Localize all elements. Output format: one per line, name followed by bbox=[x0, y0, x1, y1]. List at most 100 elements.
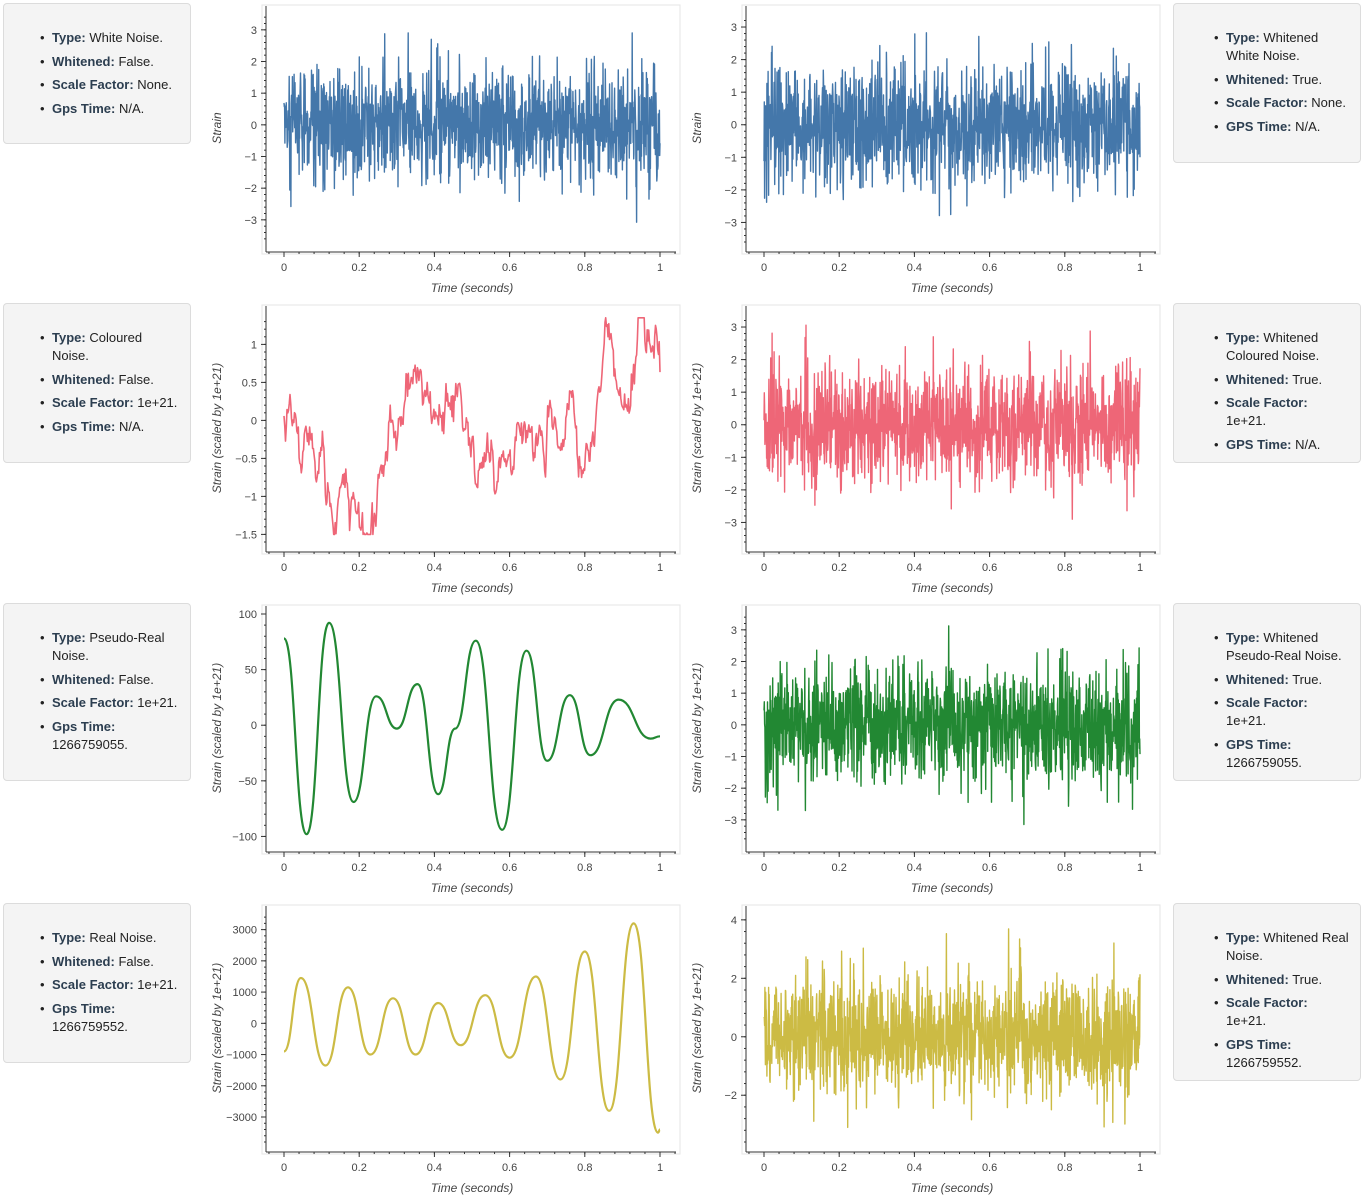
info-scale-factor: Scale Factor: 1e+21. bbox=[1214, 994, 1350, 1030]
info-scale-factor: Scale Factor: 1e+21. bbox=[1214, 394, 1350, 430]
series-line bbox=[763, 928, 1141, 1129]
info-card-coloured-noise: Type: Coloured Noise. Whitened: False. S… bbox=[3, 303, 191, 463]
chart-svg: −1.5 −1 −0.5 0 0.5 1 0 0.2 0.4 0.6 0.8 1 Time (secon… bbox=[210, 304, 681, 595]
y-tick-label: −50 bbox=[238, 776, 257, 788]
y-tick-label: −2 bbox=[724, 485, 737, 497]
series-line bbox=[283, 32, 661, 223]
plot-whitened-real-noise: −2 0 2 4 0 0.2 0.4 0.6 0.8 1 Time (seconds) Strain … bbox=[680, 900, 1170, 1200]
chart-svg: −3 −2 −1 0 1 2 3 0 0.2 0.4 0.6 0.8 1 Time (seconds) St… bbox=[690, 304, 1161, 595]
chart-svg: −3 −2 −1 0 1 2 3 0 0.2 0.4 0.6 0.8 1 Time (seconds) St… bbox=[210, 4, 681, 295]
x-tick-label: 0.4 bbox=[907, 862, 922, 874]
x-tick-label: 0 bbox=[761, 262, 767, 274]
chart-svg: −3000 −2000 −1000 0 1000 2000 3000 0 0.2 0.4 0.6 0.… bbox=[210, 904, 681, 1195]
info-card-whitened-real-noise: Type: Whitened Real Noise. Whitened: Tru… bbox=[1173, 903, 1361, 1081]
x-axis-title: Time (seconds) bbox=[431, 1181, 514, 1195]
info-type: Type: Whitened Real Noise. bbox=[1214, 929, 1350, 965]
info-scale-factor: Scale Factor: 1e+21. bbox=[1214, 694, 1350, 730]
x-axis-title: Time (seconds) bbox=[431, 881, 514, 895]
x-tick-label: 0.6 bbox=[502, 262, 517, 274]
x-tick-label: 0.8 bbox=[1057, 262, 1072, 274]
x-tick-label: 1 bbox=[657, 562, 663, 574]
y-tick-label: 100 bbox=[239, 609, 257, 621]
plot-frame bbox=[261, 304, 681, 555]
y-tick-label: −2 bbox=[724, 185, 737, 197]
info-card-whitened-coloured-noise: Type: Whitened Coloured Noise. Whitened:… bbox=[1173, 303, 1361, 463]
y-tick-label: −2000 bbox=[226, 1081, 257, 1093]
x-tick-label: 0.2 bbox=[352, 862, 367, 874]
info-card-white-noise: Type: White Noise. Whitened: False. Scal… bbox=[3, 3, 191, 144]
y-tick-label: −2 bbox=[244, 183, 257, 195]
y-tick-label: −2 bbox=[724, 783, 737, 795]
y-tick-label: 0 bbox=[251, 1018, 257, 1030]
y-tick-label: −1 bbox=[724, 152, 737, 164]
x-axis-title: Time (seconds) bbox=[911, 281, 994, 295]
x-tick-label: 0.6 bbox=[502, 1162, 517, 1174]
y-tick-label: −3000 bbox=[226, 1112, 257, 1124]
x-tick-label: 0.6 bbox=[982, 562, 997, 574]
y-tick-label: 2 bbox=[731, 55, 737, 67]
info-scale-factor: Scale Factor: 1e+21. bbox=[40, 394, 180, 412]
series-line bbox=[282, 922, 661, 1134]
plot-coloured-noise: −1.5 −1 −0.5 0 0.5 1 0 0.2 0.4 0.6 0.8 1 Time (secon… bbox=[200, 300, 690, 600]
info-whitened: Whitened: True. bbox=[1214, 671, 1350, 689]
plot-whitened-coloured-noise: −3 −2 −1 0 1 2 3 0 0.2 0.4 0.6 0.8 1 Time (seconds) St… bbox=[680, 300, 1170, 600]
plot-white-noise: −3 −2 −1 0 1 2 3 0 0.2 0.4 0.6 0.8 1 Time (seconds) St… bbox=[200, 0, 690, 300]
y-axis-title: Strain (scaled by 1e+21) bbox=[210, 963, 224, 1093]
series-line bbox=[763, 625, 1141, 826]
info-type: Type: White Noise. bbox=[40, 29, 180, 47]
x-tick-label: 0.4 bbox=[427, 562, 442, 574]
info-gps-time: GPS Time: N/A. bbox=[1214, 118, 1350, 136]
x-axis-title: Time (seconds) bbox=[431, 281, 514, 295]
y-tick-label: −1 bbox=[724, 752, 737, 764]
x-tick-label: 1 bbox=[657, 1162, 663, 1174]
y-tick-label: −2 bbox=[724, 1090, 737, 1102]
info-gps-time: Gps Time: 1266759055. bbox=[40, 718, 180, 754]
x-tick-label: 0.2 bbox=[832, 862, 847, 874]
plot-pseudo-real-noise: −100 −50 0 50 100 0 0.2 0.4 0.6 0.8 1 Time (seconds… bbox=[200, 600, 690, 900]
x-tick-label: 1 bbox=[1137, 262, 1143, 274]
plot-frame bbox=[741, 604, 1161, 855]
y-tick-label: 1 bbox=[731, 387, 737, 399]
info-type: Type: Whitened Pseudo-Real Noise. bbox=[1214, 629, 1350, 665]
x-tick-label: 0.2 bbox=[352, 1162, 367, 1174]
info-whitened: Whitened: False. bbox=[40, 671, 180, 689]
y-tick-label: 0 bbox=[251, 720, 257, 732]
y-tick-label: 3 bbox=[731, 625, 737, 637]
info-type: Type: Whitened Coloured Noise. bbox=[1214, 329, 1350, 365]
info-gps-time: Gps Time: 1266759552. bbox=[40, 1000, 180, 1036]
y-tick-label: −100 bbox=[232, 831, 257, 843]
plot-whitened-pseudo-real-noise: −3 −2 −1 0 1 2 3 0 0.2 0.4 0.6 0.8 1 Time (seconds) St… bbox=[680, 600, 1170, 900]
x-tick-label: 0.6 bbox=[502, 862, 517, 874]
x-tick-label: 0.2 bbox=[832, 1162, 847, 1174]
y-tick-label: 50 bbox=[245, 665, 257, 677]
info-whitened: Whitened: False. bbox=[40, 53, 180, 71]
x-tick-label: 0 bbox=[281, 1162, 287, 1174]
y-tick-label: 3000 bbox=[233, 925, 257, 937]
y-tick-label: 2000 bbox=[233, 956, 257, 968]
y-tick-label: 3 bbox=[251, 25, 257, 37]
y-tick-label: 0 bbox=[251, 415, 257, 427]
y-tick-label: −1 bbox=[244, 152, 257, 164]
plot-whitened-white-noise: −3 −2 −1 0 1 2 3 0 0.2 0.4 0.6 0.8 1 Time (seconds) St… bbox=[680, 0, 1170, 300]
x-tick-label: 0.8 bbox=[577, 862, 592, 874]
series-line bbox=[283, 317, 661, 536]
y-tick-label: −3 bbox=[724, 815, 737, 827]
info-gps-time: GPS Time: 1266759055. bbox=[1214, 736, 1350, 772]
x-tick-label: 0.8 bbox=[1057, 562, 1072, 574]
y-tick-label: 2 bbox=[731, 355, 737, 367]
x-tick-label: 0.8 bbox=[1057, 862, 1072, 874]
y-tick-label: 0 bbox=[731, 720, 737, 732]
plot-frame bbox=[741, 904, 1161, 1155]
x-axis-title: Time (seconds) bbox=[911, 1181, 994, 1195]
x-tick-label: 0.2 bbox=[832, 262, 847, 274]
y-tick-label: 0 bbox=[731, 1032, 737, 1044]
y-tick-label: 1 bbox=[251, 339, 257, 351]
info-card-whitened-white-noise: Type: Whitened White Noise. Whitened: Tr… bbox=[1173, 3, 1361, 163]
x-tick-label: 0.4 bbox=[907, 562, 922, 574]
y-tick-label: 3 bbox=[731, 322, 737, 334]
x-tick-label: 0 bbox=[761, 562, 767, 574]
plot-real-noise: −3000 −2000 −1000 0 1000 2000 3000 0 0.2 0.4 0.6 0.… bbox=[200, 900, 690, 1200]
series-line bbox=[763, 324, 1141, 520]
x-tick-label: 0 bbox=[281, 862, 287, 874]
y-axis-title: Strain bbox=[690, 112, 704, 144]
